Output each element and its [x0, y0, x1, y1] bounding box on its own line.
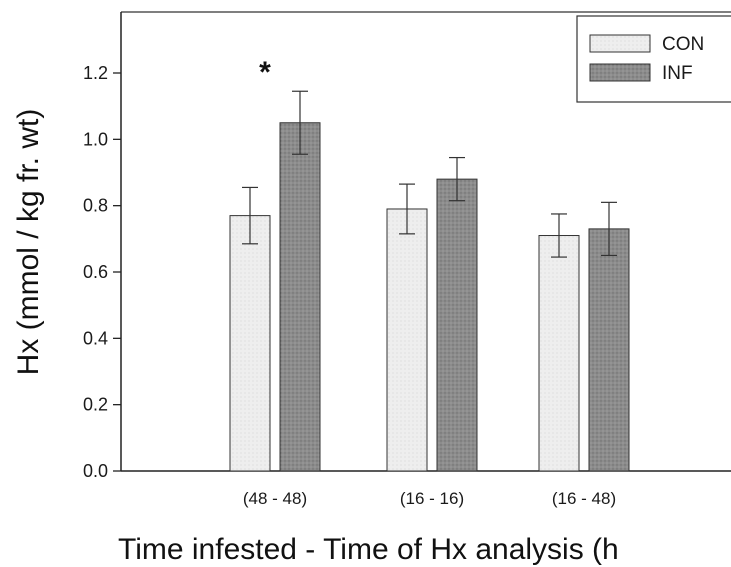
bars: [229, 90, 630, 472]
error-bar: [551, 213, 567, 258]
y-axis: 0.0 0.2 0.4 0.6 0.8 1.0 1.2: [83, 63, 121, 481]
y-tick-label: 0.0: [83, 461, 108, 481]
error-bar: [399, 183, 415, 235]
legend: CON INF: [576, 15, 731, 103]
bar-con-1: [386, 208, 428, 472]
y-tick-label: 1.0: [83, 129, 108, 149]
bar-con-2: [538, 235, 580, 472]
significance-marker: *: [259, 56, 271, 89]
legend-box: [576, 15, 731, 103]
x-category-label: (48 - 48): [243, 489, 307, 508]
y-tick-label: 0.6: [83, 262, 108, 282]
legend-label-con: CON: [662, 34, 704, 55]
x-category-label: (16 - 16): [400, 489, 464, 508]
bar-inf-0: [279, 122, 321, 472]
bar-inf-2: [588, 228, 630, 472]
legend-swatch-inf: [589, 63, 651, 82]
bar-con-0: [229, 215, 271, 472]
legend-label-inf: INF: [662, 63, 693, 84]
y-tick-label: 0.4: [83, 328, 108, 348]
bar-inf-1: [436, 178, 478, 472]
error-bar: [601, 201, 617, 257]
x-axis: (48 - 48) (16 - 16) (16 - 48): [243, 489, 616, 508]
y-tick-label: 1.2: [83, 63, 108, 83]
error-bar: [449, 156, 465, 202]
x-category-label: (16 - 48): [552, 489, 616, 508]
legend-swatch-con: [589, 34, 651, 53]
x-axis-title: Time infested - Time of Hx analysis (h: [118, 533, 619, 566]
error-bar: [292, 90, 308, 155]
y-tick-label: 0.8: [83, 196, 108, 216]
y-axis-title: Hx (mmol / kg fr. wt): [12, 109, 45, 376]
y-tick-label: 0.2: [83, 395, 108, 415]
annotations: *: [259, 56, 271, 89]
error-bar: [242, 186, 258, 245]
